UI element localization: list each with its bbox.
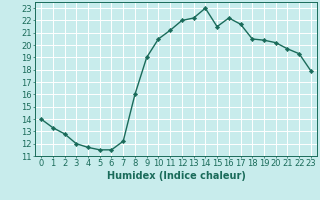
X-axis label: Humidex (Indice chaleur): Humidex (Indice chaleur)	[107, 171, 245, 181]
